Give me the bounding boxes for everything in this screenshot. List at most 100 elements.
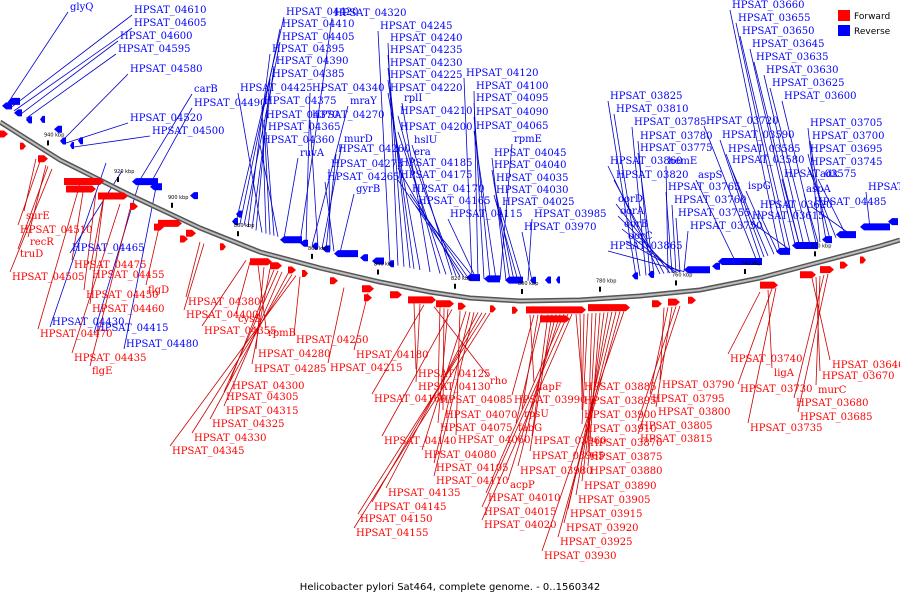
- leader-line: [265, 131, 275, 236]
- leader-line: [625, 240, 681, 273]
- leader-line: [531, 314, 549, 437]
- leader-line: [409, 193, 469, 278]
- leader-line: [397, 131, 447, 275]
- leader-line: [339, 193, 355, 253]
- reverse-gene-arrow: [822, 236, 832, 244]
- leader-line: [183, 243, 205, 311]
- reverse-gene-label: ruvA: [300, 148, 325, 159]
- legend-forward-label: Forward: [854, 12, 890, 22]
- forward-gene-label: HPSAT_04315: [226, 406, 298, 417]
- tick-mark: [377, 269, 379, 275]
- forward-gene-label: HPSAT_03965: [532, 451, 604, 462]
- leader-line: [17, 166, 49, 250]
- forward-gene-arrow: [158, 219, 182, 227]
- forward-gene-label: HPSAT_04300: [232, 381, 304, 392]
- leader-line: [377, 30, 391, 265]
- leader-line: [637, 306, 677, 422]
- forward-gene-arrow: [20, 142, 26, 150]
- forward-gene-label: HPSAT_04160: [374, 394, 446, 405]
- leader-line: [353, 312, 491, 529]
- leader-line: [223, 270, 279, 393]
- reverse-gene-label: HPSAT_04200: [400, 122, 472, 133]
- reverse-gene-arrow: [2, 102, 12, 110]
- reverse-gene-arrow: [530, 276, 536, 284]
- leader-line: [263, 119, 271, 235]
- reverse-gene-label: HPSAT_03585: [728, 144, 800, 155]
- leader-line: [757, 209, 779, 254]
- reverse-gene-arrow: [888, 218, 898, 226]
- reverse-gene-label: HPSAT_04185: [400, 158, 472, 169]
- leader-line: [357, 312, 487, 515]
- reverse-gene-label: HPSAT_03600: [784, 91, 856, 102]
- tick-mark: [171, 202, 173, 208]
- reverse-gene-label: HPSAT_04220: [390, 83, 462, 94]
- forward-gene-label: HPSAT_04085: [440, 395, 512, 406]
- leader-line: [415, 303, 421, 383]
- forward-gene-label: HPSAT_04140: [384, 436, 456, 447]
- leader-line: [401, 102, 431, 273]
- tick-mark: [47, 140, 49, 146]
- leader-line: [433, 312, 475, 477]
- leader-line: [473, 130, 497, 280]
- leader-line: [19, 40, 119, 115]
- reverse-gene-label: HPSAT_03660: [732, 0, 804, 11]
- reverse-gene-label: oorD: [618, 194, 643, 205]
- reverse-gene-label: HPSAT_03590: [722, 130, 794, 141]
- forward-gene-label: rpmB: [268, 328, 296, 339]
- reverse-gene-label: HPSAT_03785: [634, 117, 706, 128]
- forward-gene-label: HPSAT_04070: [445, 410, 517, 421]
- forward-gene-label: HPSAT_04435: [74, 353, 146, 364]
- forward-gene-label: ligA: [774, 368, 795, 379]
- forward-gene-arrow: [458, 302, 466, 310]
- leader-line: [579, 313, 583, 397]
- reverse-gene-label: HPSAT_03985: [534, 209, 606, 220]
- forward-gene-label: HPSAT_03680: [796, 398, 868, 409]
- reverse-gene-label: HPSAT_04235: [390, 45, 462, 56]
- reverse-gene-arrow: [860, 223, 890, 231]
- tick-mark: [454, 283, 456, 289]
- reverse-gene-arrow: [360, 254, 368, 262]
- leader-line: [749, 220, 791, 251]
- forward-gene-arrow: [490, 305, 496, 313]
- leader-line: [517, 314, 557, 467]
- forward-gene-label: recR: [30, 237, 54, 248]
- reverse-gene-label: rpmE: [514, 134, 542, 145]
- leader-line: [209, 273, 289, 420]
- forward-gene-arrow: [860, 256, 866, 264]
- leader-line: [793, 274, 825, 399]
- leader-line: [817, 178, 847, 236]
- forward-gene-label: HPSAT_03960: [534, 436, 606, 447]
- reverse-gene-label: HPSAT_03700: [812, 131, 884, 142]
- leader-line: [507, 314, 561, 481]
- forward-gene-arrow: [820, 266, 834, 274]
- reverse-gene-label: HPSAT_04210: [400, 106, 472, 117]
- reverse-gene-label: HPSAT_04600: [120, 31, 192, 42]
- forward-gene-arrow: [288, 266, 296, 274]
- reverse-gene-label: HPSAT_04580: [130, 64, 202, 75]
- forward-gene-label: flgD: [148, 285, 169, 296]
- forward-gene-label: HPSAT_03895: [584, 396, 656, 407]
- leader-line: [797, 273, 829, 413]
- leader-line: [255, 78, 271, 231]
- leader-line: [735, 22, 787, 252]
- leader-line: [563, 311, 617, 524]
- forward-gene-label: HPSAT_04280: [258, 349, 330, 360]
- leader-line: [73, 135, 151, 148]
- reverse-gene-arrow: [712, 262, 720, 270]
- reverse-gene-label: HPSAT_04245: [380, 21, 452, 32]
- reverse-gene-label: HPSAT_03760: [674, 195, 746, 206]
- leader-line: [631, 126, 647, 276]
- leader-line: [447, 218, 477, 279]
- forward-gene-arrow: [64, 178, 104, 185]
- forward-gene-arrow: [652, 300, 662, 308]
- leader-line: [541, 310, 625, 552]
- leader-line: [753, 61, 801, 248]
- reverse-gene-label: HPSAT_04115: [450, 209, 522, 220]
- reverse-gene-label: ispG: [748, 181, 771, 192]
- reverse-gene-label: HPSAT_04415: [96, 323, 168, 334]
- reverse-gene-label: HPSAT_03645: [752, 39, 824, 50]
- forward-gene-arrow: [512, 306, 518, 314]
- reverse-gene-arrow: [60, 137, 66, 145]
- tick-label: 860 kbp: [308, 246, 328, 252]
- reverse-gene-label: HPSAT_04025: [502, 197, 574, 208]
